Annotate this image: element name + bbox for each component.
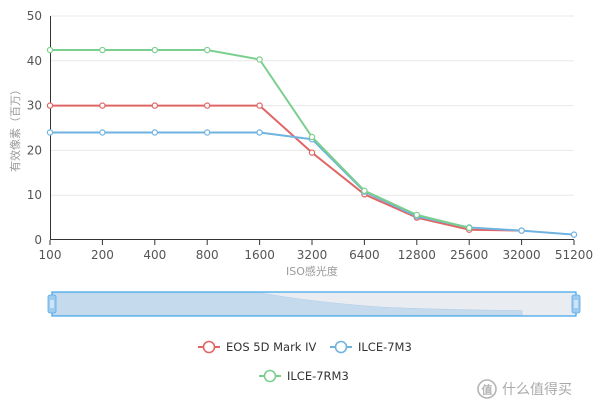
legend-item-0[interactable]: EOS 5D Mark IV (198, 340, 317, 354)
x-tick-label: 400 (143, 248, 166, 262)
series-line-2 (50, 49, 470, 229)
series (46, 46, 578, 238)
legend: EOS 5D Mark IV ILCE-7M3 ILCE-7RM3 (198, 340, 412, 383)
data-point[interactable] (203, 129, 211, 136)
data-point[interactable] (46, 129, 54, 136)
data-point[interactable] (151, 102, 158, 109)
legend-label-1: ILCE-7M3 (358, 340, 412, 354)
legend-item-2[interactable]: ILCE-7RM3 (259, 369, 349, 383)
x-tick-label: 800 (196, 248, 219, 262)
data-point[interactable] (99, 46, 106, 54)
svg-text:值: 值 (482, 383, 493, 397)
x-tick-label: 12800 (398, 248, 436, 262)
x-tick-label: 6400 (349, 248, 380, 262)
value-badge-icon: 值 (477, 379, 497, 399)
x-tick-label: 1600 (244, 248, 275, 262)
legend-item-1[interactable]: ILCE-7M3 (330, 340, 412, 354)
x-tick-label: 51200 (555, 248, 593, 262)
data-point[interactable] (361, 187, 368, 194)
data-zoom-preview-area (52, 292, 523, 316)
legend-label-2: ILCE-7RM3 (287, 369, 349, 383)
x-axis-title: ISO感光度 (286, 264, 338, 278)
data-point[interactable] (151, 129, 158, 136)
y-axis-title: 有效像素（百万） (8, 84, 22, 172)
data-zoom-selection[interactable] (51, 291, 577, 317)
data-point[interactable] (256, 56, 263, 63)
data-point[interactable] (203, 46, 211, 54)
y-tick-label: 40 (27, 54, 42, 68)
x-tick-labels: 100 200 400 800 1600 3200 6400 12800 25600 32000 5… (39, 240, 593, 262)
data-point[interactable] (256, 129, 263, 136)
data-point[interactable] (46, 102, 54, 109)
y-tick-label: 0 (34, 233, 42, 247)
data-point[interactable] (466, 224, 473, 232)
series-line-0 (50, 104, 522, 232)
x-tick-label: 200 (91, 248, 114, 262)
data-point[interactable] (46, 46, 54, 54)
data-point[interactable] (308, 133, 316, 141)
x-tick-label: 32000 (503, 248, 541, 262)
data-point[interactable] (518, 227, 525, 234)
data-point[interactable] (203, 102, 211, 109)
watermark: 值 什么值得买 (477, 379, 572, 399)
data-point[interactable] (151, 46, 158, 54)
legend-marker-2 (263, 369, 277, 383)
data-zoom-handle-left[interactable] (47, 294, 57, 314)
y-tick-label: 50 (27, 9, 42, 23)
x-tick-label: 100 (39, 248, 62, 262)
data-point[interactable] (99, 102, 106, 109)
data-point[interactable] (413, 211, 420, 219)
legend-label-0: EOS 5D Mark IV (226, 340, 317, 354)
watermark-text: 什么值得买 (502, 381, 572, 398)
y-tick-labels: 0 10 20 30 40 50 (27, 9, 42, 247)
data-point[interactable] (570, 231, 578, 238)
legend-marker-1 (334, 340, 348, 354)
data-point[interactable] (308, 149, 316, 156)
series-line-1 (50, 131, 575, 236)
y-tick-label: 10 (27, 188, 42, 202)
data-zoom-handle-right[interactable] (571, 294, 581, 314)
y-tick-label: 30 (27, 99, 42, 113)
data-point[interactable] (256, 102, 263, 109)
y-tick-label: 20 (27, 143, 42, 157)
data-zoom-slider[interactable] (47, 291, 581, 317)
axes (50, 16, 574, 240)
legend-marker-0 (202, 340, 216, 354)
x-tick-label: 3200 (297, 248, 328, 262)
data-point[interactable] (99, 129, 106, 136)
x-tick-label: 25600 (450, 248, 488, 262)
